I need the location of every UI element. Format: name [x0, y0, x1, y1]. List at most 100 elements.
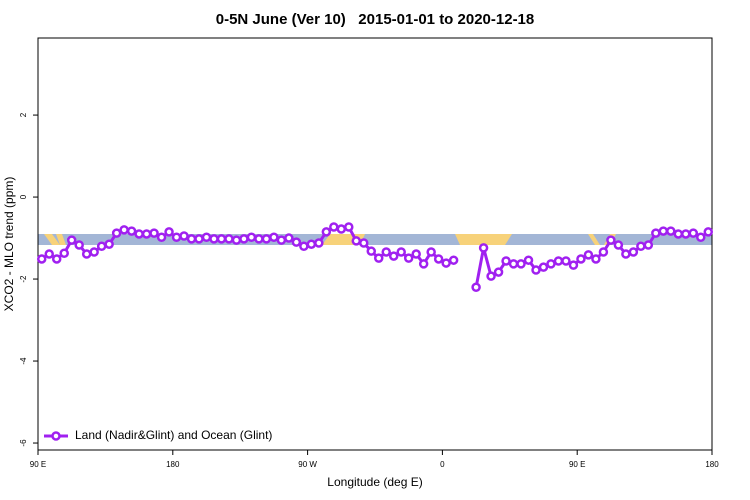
data-point: [396, 247, 406, 257]
data-point: [254, 234, 264, 244]
data-point: [448, 255, 459, 265]
data-point: [628, 247, 639, 257]
data-point: [598, 247, 609, 257]
data-point: [246, 232, 257, 242]
data-point: [651, 228, 661, 238]
data-point: [291, 237, 302, 247]
data-point: [366, 246, 377, 256]
data-point: [141, 229, 152, 239]
data-point: [636, 241, 646, 252]
data-point: [186, 234, 197, 244]
data-point: [696, 232, 706, 242]
land-band: [588, 234, 600, 245]
data-point: [344, 222, 354, 232]
data-point: [164, 227, 174, 237]
data-point: [568, 260, 579, 270]
data-point: [134, 229, 144, 239]
land-band: [56, 234, 66, 245]
data-point: [321, 227, 332, 237]
data-point: [231, 235, 242, 245]
data-point: [471, 282, 481, 292]
y-tick-label: -4: [19, 357, 28, 365]
data-point: [171, 232, 182, 242]
data-point: [336, 224, 347, 234]
x-tick-label: 180: [166, 460, 180, 469]
x-tick-label: 180: [705, 460, 719, 469]
data-point: [621, 249, 631, 259]
data-point: [613, 240, 624, 250]
data-point: [306, 239, 317, 249]
data-point: [261, 234, 272, 244]
data-point: [179, 231, 189, 241]
data-point: [224, 234, 234, 244]
data-point: [126, 226, 137, 236]
data-point: [209, 234, 219, 244]
data-point: [201, 232, 212, 242]
y-tick-label: 2: [19, 112, 28, 117]
data-point: [673, 229, 684, 239]
y-tick-label: -2: [19, 275, 28, 283]
data-point: [359, 238, 369, 248]
data-point: [658, 226, 669, 236]
chart-title: 0-5N June (Ver 10) 2015-01-01 to 2020-12…: [216, 11, 535, 28]
data-point: [96, 241, 107, 252]
data-point: [59, 248, 69, 258]
data-point: [388, 251, 399, 261]
data-point: [666, 226, 676, 236]
y-tick-label: -6: [19, 439, 28, 447]
data-point: [149, 228, 159, 238]
data-point: [276, 235, 287, 245]
data-point: [299, 241, 309, 252]
x-tick-label: 90 W: [298, 460, 317, 469]
data-point: [119, 225, 129, 235]
data-point: [703, 227, 714, 237]
data-point: [643, 240, 654, 250]
data-point: [66, 235, 77, 245]
data-point: [553, 256, 564, 266]
data-point: [486, 271, 496, 281]
data-point: [156, 232, 167, 242]
legend-label: Land (Nadir&Glint) and Ocean (Glint): [75, 428, 272, 442]
data-point: [508, 259, 519, 269]
x-tick-label: 0: [440, 460, 445, 469]
data-point: [194, 234, 204, 244]
data-point: [478, 243, 489, 253]
data-point: [403, 253, 414, 263]
data-point: [74, 240, 84, 250]
data-point: [314, 238, 324, 248]
data-point: [216, 234, 227, 244]
data-point: [523, 255, 534, 265]
data-point: [373, 253, 384, 263]
data-point: [51, 254, 62, 264]
ocean-band: [38, 234, 712, 245]
data-point: [426, 247, 436, 257]
data-point: [44, 249, 54, 259]
data-point: [433, 254, 444, 264]
data-point: [104, 239, 114, 249]
data-point: [418, 259, 429, 269]
data-point: [688, 228, 699, 238]
data-point: [441, 258, 451, 268]
data-point: [284, 233, 294, 243]
land-band: [44, 234, 60, 245]
x-tick-label: 90 E: [30, 460, 46, 469]
y-axis-label: XCO2 - MLO trend (ppm): [2, 177, 16, 312]
data-point: [516, 259, 526, 269]
x-tick-label: 90 E: [569, 460, 585, 469]
data-point: [111, 228, 122, 238]
data-point: [89, 247, 99, 257]
data-point: [269, 232, 279, 242]
data-point: [576, 254, 586, 264]
x-axis-label: Longitude (deg E): [327, 475, 422, 489]
y-tick-label: 0: [19, 194, 28, 199]
data-point: [681, 229, 691, 239]
data-point: [351, 236, 362, 246]
data-point: [81, 249, 92, 259]
data-point: [239, 234, 249, 244]
plot-frame: [37, 37, 713, 451]
legend-marker: [51, 431, 61, 441]
land-band: [455, 234, 512, 245]
data-point: [381, 247, 391, 257]
data-point: [606, 235, 616, 245]
